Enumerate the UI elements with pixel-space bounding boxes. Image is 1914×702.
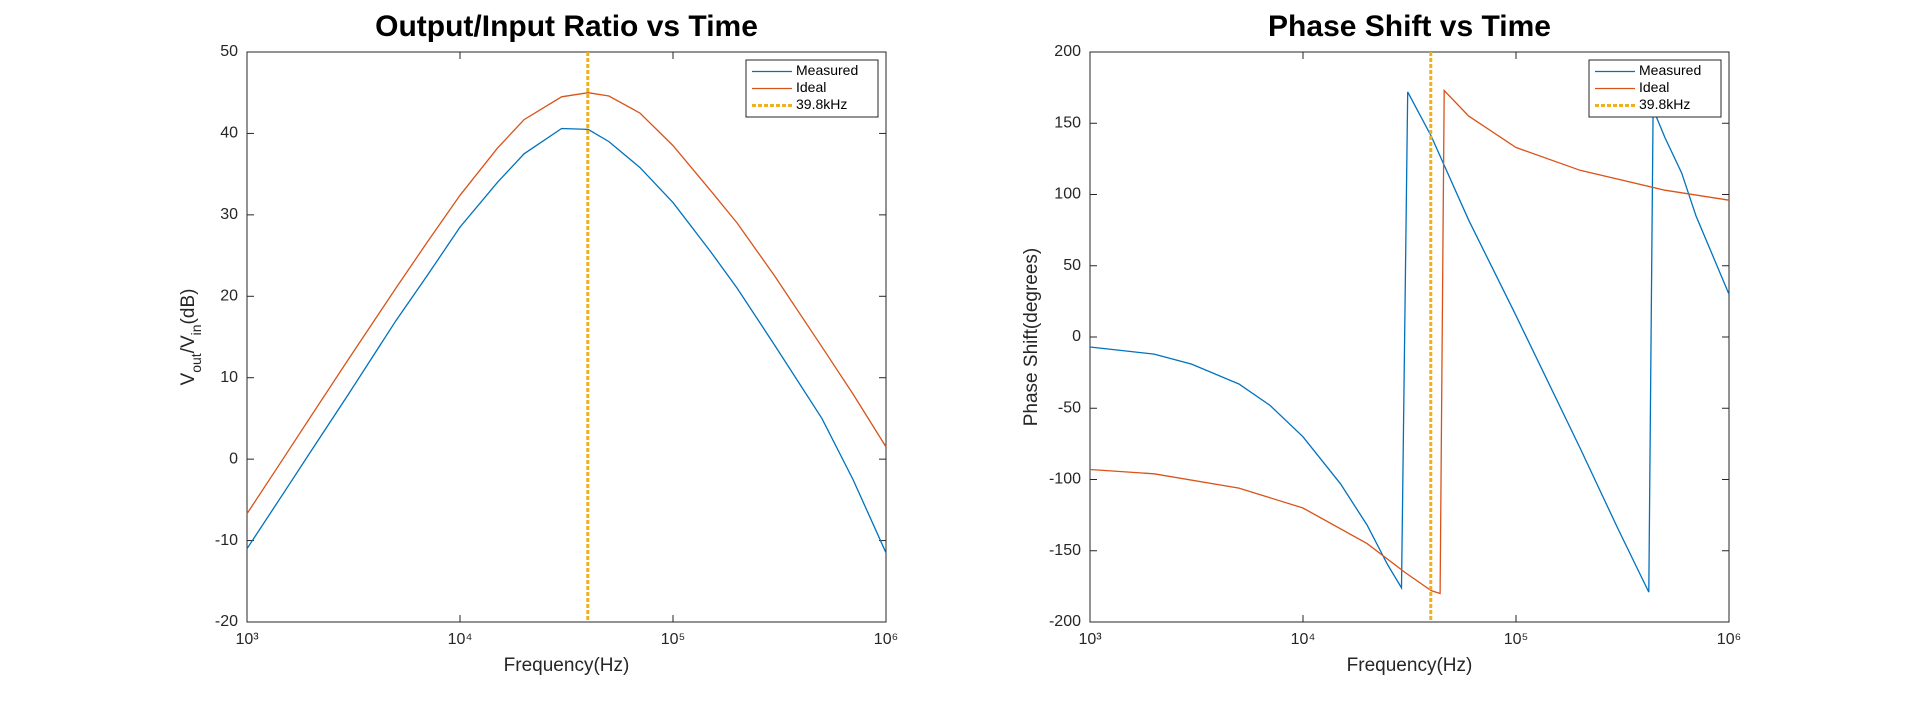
y-axis-label-part: out [188,353,204,373]
y-tick-label: -150 [1049,542,1081,559]
x-tick-label: 10⁶ [1717,631,1741,648]
x-axis-label: Frequency(Hz) [504,655,630,676]
y-tick-label: 0 [229,450,238,467]
y-axis-label: Vout/Vin(dB) [178,289,204,386]
y-axis-label-part: /V [178,335,199,353]
data-line [246,127,887,554]
legend-label: 39.8kHz [1639,96,1690,112]
y-axis-label: Phase Shift(degrees) [1021,248,1042,427]
legend-label: 39.8kHz [796,96,847,112]
legend-label: Measured [1639,62,1701,78]
legend-label: Ideal [796,79,826,95]
x-tick-label: 10⁴ [448,631,473,648]
x-tick-label: 10⁴ [1291,631,1316,648]
legend-label: Measured [796,62,858,78]
subplot: Phase Shift vs Time Frequency(Hz) Phase Sh… [1021,10,1741,676]
plot-area [1089,51,1730,623]
data-line [1089,88,1730,595]
y-tick-label: 200 [1054,43,1081,60]
y-tick-label: 0 [1072,328,1081,345]
y-axis-label-part: (dB) [178,289,199,325]
y-axis-label-part: Phase Shift(degrees) [1021,248,1042,427]
y-tick-label: -50 [1058,399,1081,416]
y-tick-label: 10 [220,369,238,386]
y-tick-label: -200 [1049,613,1081,630]
x-tick-label: 10⁵ [1504,631,1528,648]
data-line [246,92,887,515]
y-tick-label: 30 [220,206,238,223]
chart-title: Output/Input Ratio vs Time [375,10,758,43]
y-axis-label-part: V [178,372,199,385]
y-tick-label: 50 [1063,257,1081,274]
y-axis-label-part: in [188,324,204,335]
x-tick-label: 10³ [1078,631,1102,648]
chart-title: Phase Shift vs Time [1268,10,1551,43]
y-tick-label: -100 [1049,471,1081,488]
x-tick-label: 10³ [235,631,259,648]
x-tick-label: 10⁵ [661,631,685,648]
plot-area [246,51,887,623]
x-tick-label: 10⁶ [874,631,898,648]
legend-label: Ideal [1639,79,1669,95]
y-tick-label: -20 [215,613,238,630]
x-axis-label: Frequency(Hz) [1347,655,1473,676]
y-tick-label: -10 [215,532,238,549]
y-tick-label: 100 [1054,186,1081,203]
y-tick-label: 40 [220,125,238,142]
y-tick-label: 20 [220,288,238,305]
y-tick-label: 150 [1054,114,1081,131]
subplot: Output/Input Ratio vs Time Frequency(Hz) V… [178,10,898,676]
y-tick-label: 50 [220,43,238,60]
